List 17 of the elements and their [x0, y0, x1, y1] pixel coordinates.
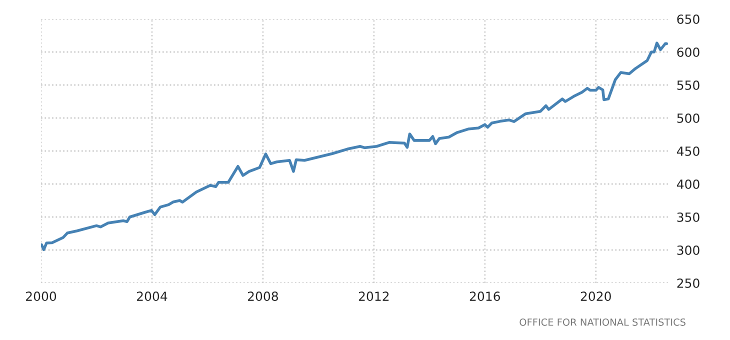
y-tick-label: 400 — [676, 179, 700, 189]
text: OFFICE FOR NATIONAL STATISTICS — [520, 318, 686, 326]
line-series — [41, 42, 668, 252]
y-tick-label: 300 — [677, 245, 700, 255]
x-tick-label: 2012 — [358, 292, 389, 302]
y-tick-label: 600 — [677, 47, 700, 57]
x-tick-label: 2004 — [136, 292, 168, 302]
x-tick-label: 2000 — [26, 292, 56, 302]
y-tick-label: 250 — [677, 278, 700, 288]
x-tick-label: 2020 — [580, 292, 611, 302]
y-tick-label: 550 — [677, 80, 700, 90]
y-tick-label: 500 — [677, 113, 700, 123]
x-tick-label: 2008 — [248, 292, 278, 302]
y-tick-label: 650 — [677, 14, 700, 24]
x-tick-label: 2016 — [470, 292, 500, 302]
y-tick-label: 350 — [677, 212, 700, 222]
y-tick-label: 450 — [676, 146, 700, 156]
